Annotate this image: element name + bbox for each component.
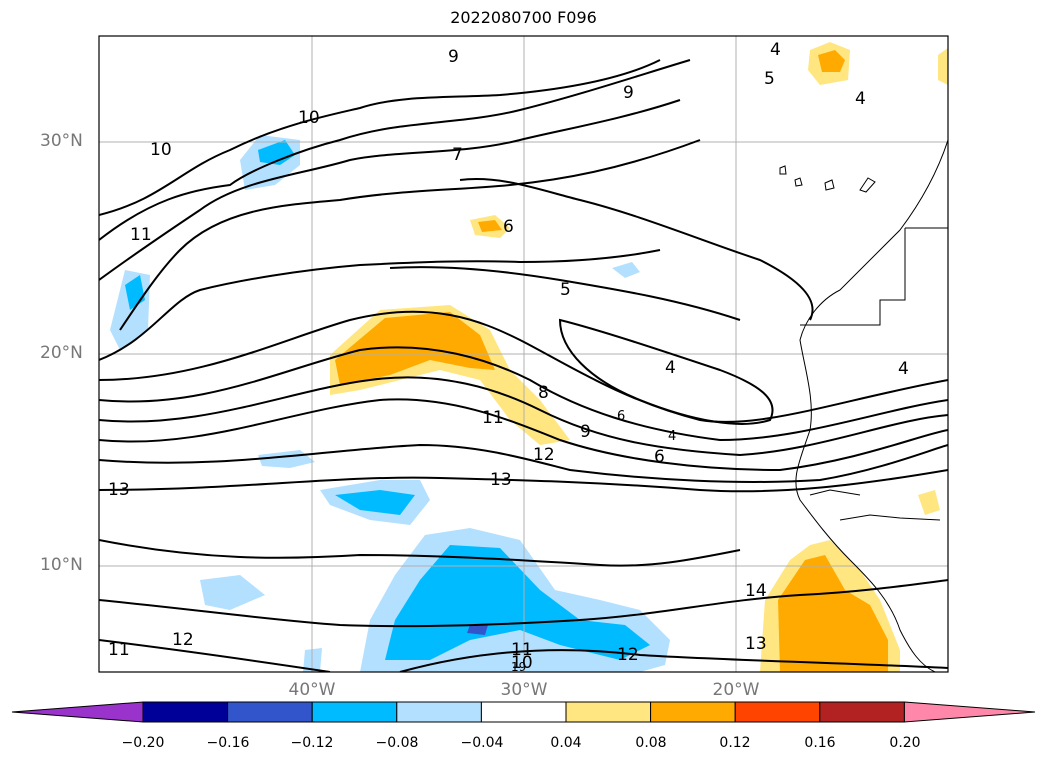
colorbar-segment bbox=[227, 701, 313, 723]
lat-label: 30°N bbox=[40, 131, 83, 151]
contour-label: 10 bbox=[298, 108, 320, 128]
colorbar bbox=[11, 701, 1036, 723]
contour-label: 12 bbox=[617, 645, 639, 665]
colorbar-tick: 0.04 bbox=[550, 735, 582, 751]
colorbar-tick: −0.08 bbox=[375, 735, 419, 751]
contour-label: 8 bbox=[538, 383, 549, 403]
colorbar-tick: −0.04 bbox=[460, 735, 504, 751]
contour-label: 12 bbox=[533, 445, 555, 465]
contour-label: 5 bbox=[764, 69, 775, 89]
contour-label: 12 bbox=[172, 630, 194, 650]
contour-label: 13 bbox=[745, 634, 767, 654]
lat-label: 10°N bbox=[40, 555, 83, 575]
contour-label: 10 bbox=[150, 140, 172, 160]
lon-label: 30°W bbox=[500, 680, 548, 700]
colorbar-segment bbox=[819, 701, 905, 723]
contour-label: 6 bbox=[617, 409, 625, 424]
contour-label: 11 bbox=[482, 408, 504, 428]
contour-label: 4 bbox=[668, 429, 676, 444]
colorbar-arrow-left bbox=[11, 701, 144, 723]
contour-label: 9 bbox=[580, 422, 591, 442]
contour-label: 4 bbox=[770, 40, 781, 60]
shaded-fields bbox=[110, 42, 948, 672]
contour-label: 10 bbox=[511, 653, 533, 673]
contour-label: 13 bbox=[490, 470, 512, 490]
lon-label: 20°W bbox=[712, 680, 760, 700]
colorbar-segment bbox=[734, 701, 821, 723]
contour-label: 11 bbox=[511, 640, 533, 660]
colorbar-tick: −0.12 bbox=[290, 735, 334, 751]
contour-label: 14 bbox=[745, 581, 767, 601]
contour-label: 6 bbox=[503, 217, 514, 237]
coastlines bbox=[779, 139, 948, 672]
contour-label: 11 bbox=[108, 640, 130, 660]
contour-label: 7 bbox=[452, 145, 463, 165]
colorbar-segment bbox=[142, 701, 229, 723]
colorbar-tick: 0.12 bbox=[719, 735, 751, 751]
colorbar-segment bbox=[565, 701, 652, 723]
colorbar-tick: 0.08 bbox=[635, 735, 667, 751]
contour-lines bbox=[99, 59, 948, 672]
colorbar-tick: −0.20 bbox=[121, 735, 165, 751]
colorbar-segment bbox=[311, 701, 398, 723]
colorbar-tick: 0.20 bbox=[889, 735, 921, 751]
map-plot: 9 10 10 7 9 4 5 4 6 11 5 4 8 11 9 12 13 … bbox=[98, 35, 949, 674]
contour-label: 5 bbox=[560, 280, 571, 300]
colorbar-segment bbox=[480, 701, 567, 723]
plot-frame bbox=[98, 35, 949, 673]
contour-label: 4 bbox=[855, 89, 866, 109]
contour-label: 19 bbox=[511, 660, 526, 674]
colorbar-arrow-right bbox=[903, 701, 1036, 723]
contour-label: 9 bbox=[448, 47, 459, 67]
contour-label: 6 bbox=[654, 447, 665, 467]
contour-label: 11 bbox=[130, 225, 152, 245]
colorbar-segment bbox=[396, 701, 482, 723]
contour-label: 9 bbox=[623, 83, 634, 103]
gridlines bbox=[99, 36, 948, 672]
contour-label: 13 bbox=[108, 480, 130, 500]
lat-label: 20°N bbox=[40, 343, 83, 363]
colorbar-tick: 0.16 bbox=[804, 735, 836, 751]
colorbar-tick: −0.16 bbox=[206, 735, 250, 751]
colorbar-segment bbox=[650, 701, 736, 723]
map-title: 2022080700 F096 bbox=[450, 8, 597, 27]
contour-label: 4 bbox=[898, 359, 909, 379]
contour-label-group: 9 10 10 7 9 4 5 4 6 11 5 4 8 11 9 12 13 … bbox=[108, 40, 909, 674]
lon-label: 40°W bbox=[288, 680, 336, 700]
contour-label: 4 bbox=[665, 358, 676, 378]
